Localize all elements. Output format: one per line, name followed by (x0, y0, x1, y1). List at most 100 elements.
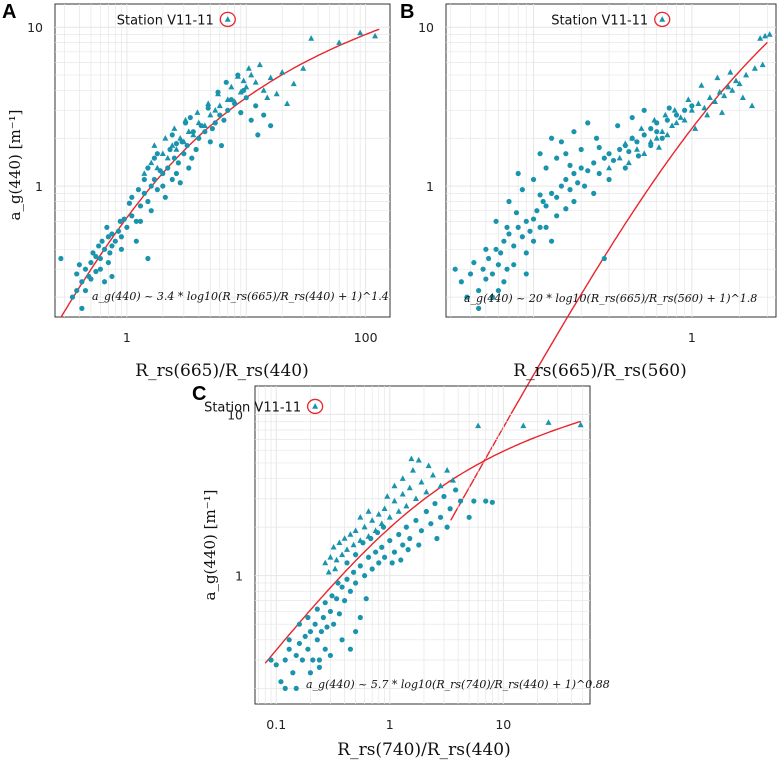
data-point-circle (167, 146, 173, 153)
data-point-circle (268, 657, 274, 663)
data-point-circle (483, 276, 489, 282)
data-point-triangle (284, 100, 291, 107)
data-point-circle (296, 621, 303, 627)
data-point-circle (333, 596, 340, 602)
plot-frame-a (54, 3, 391, 318)
data-point-triangle (698, 82, 705, 88)
data-point-triangle (240, 77, 247, 84)
data-points-b (452, 11, 773, 311)
data-point-triangle (267, 74, 274, 81)
data-point-circle (129, 213, 135, 219)
data-point-circle (286, 646, 292, 652)
data-point-circle (293, 685, 299, 691)
data-point-circle (74, 287, 80, 294)
y-tick-label: 1 (35, 179, 43, 194)
data-point-circle (151, 176, 157, 183)
data-point-triangle (437, 482, 444, 489)
data-point-triangle (164, 154, 171, 161)
data-point-triangle (228, 83, 235, 90)
data-point-triangle (662, 111, 669, 118)
data-point-circle (413, 517, 419, 524)
data-point-circle (350, 569, 357, 575)
data-point-circle (543, 165, 549, 171)
data-point-circle (141, 176, 147, 183)
data-point-circle (165, 165, 171, 171)
data-point-circle (169, 176, 175, 183)
data-point-circle (307, 670, 314, 676)
data-point-circle (124, 224, 130, 230)
data-point-triangle (224, 96, 231, 102)
y-axis-label-c: a_g(440) [m⁻¹] (201, 489, 219, 600)
panel-label-b: B (400, 1, 414, 23)
outlier-point (312, 403, 319, 409)
data-point-triangle (352, 527, 359, 534)
data-point-circle (90, 250, 96, 256)
data-point-triangle (641, 150, 648, 156)
data-point-circle (129, 194, 135, 200)
data-point-circle (109, 231, 115, 237)
data-point-circle (339, 637, 345, 643)
data-point-circle (99, 238, 105, 244)
data-point-triangle (194, 109, 201, 115)
data-point-triangle (399, 490, 406, 497)
data-point-circle (571, 129, 577, 135)
tick-labels-a: 1 100 1 10 (27, 20, 378, 345)
data-point-circle (115, 228, 122, 234)
data-point-triangle (245, 65, 252, 71)
data-point-circle (467, 271, 474, 277)
data-point-circle (434, 535, 440, 542)
data-point-circle (495, 287, 502, 294)
data-point-triangle (681, 116, 688, 123)
data-point-circle (591, 190, 597, 196)
data-point-triangle (520, 422, 527, 429)
data-point-circle (336, 611, 343, 617)
data-point-circle (322, 600, 328, 606)
data-point-circle (353, 628, 359, 635)
data-point-triangle (185, 128, 192, 134)
data-point-circle (405, 547, 411, 553)
data-point-circle (79, 279, 85, 285)
data-point-circle (107, 250, 113, 256)
data-point-circle (664, 117, 670, 123)
data-point-circle (327, 608, 334, 615)
outlier-point (224, 16, 231, 22)
data-point-circle (238, 110, 244, 116)
data-point-circle (320, 614, 326, 621)
data-point-triangle (757, 35, 764, 41)
fit-equation-a: a_g(440) ~ 3.4 * log10(R_rs(665)/R_rs(44… (92, 290, 389, 303)
data-point-triangle (423, 488, 430, 495)
data-point-circle (223, 79, 229, 85)
x-tick-label: 1 (123, 330, 131, 345)
data-point-circle (93, 268, 99, 275)
data-point-circle (135, 187, 142, 193)
data-point-circle (457, 498, 464, 504)
data-point-triangle (207, 111, 214, 118)
data-point-circle (537, 224, 543, 230)
data-point-triangle (391, 497, 398, 504)
data-point-triangle (327, 553, 334, 560)
data-point-triangle (743, 71, 750, 78)
data-point-circle (682, 107, 688, 113)
data-point-circle (641, 132, 647, 138)
data-point-triangle (375, 511, 382, 517)
data-point-circle (133, 218, 139, 224)
data-point-triangle (381, 505, 388, 512)
data-point-circle (673, 112, 680, 118)
data-point-triangle (243, 83, 250, 90)
outlier-highlight-circle (654, 11, 671, 28)
data-point-circle (381, 554, 388, 560)
data-point-circle (312, 621, 318, 627)
gridlines-c (255, 386, 590, 704)
data-point-circle (575, 180, 581, 186)
data-point-triangle (732, 77, 739, 84)
data-point-triangle (344, 546, 351, 552)
data-point-circle (261, 112, 267, 118)
data-point-circle (387, 537, 393, 544)
data-point-circle (365, 554, 372, 560)
data-point-circle (105, 259, 111, 266)
data-point-circle (423, 508, 429, 515)
data-point-circle (483, 498, 489, 504)
data-point-circle (527, 228, 533, 234)
data-point-triangle (369, 517, 376, 523)
